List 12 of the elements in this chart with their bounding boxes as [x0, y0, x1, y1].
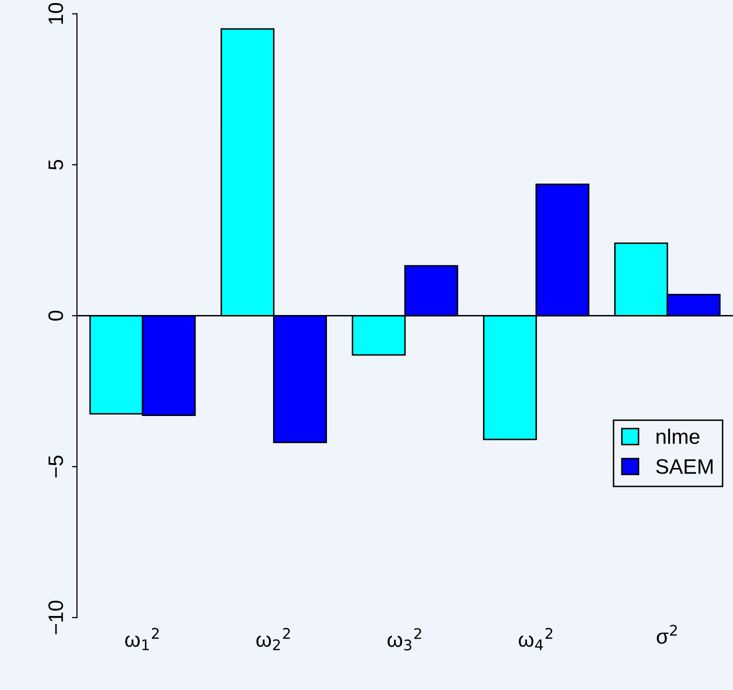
legend-label: SAEM — [656, 459, 713, 474]
x-tick-label: ω$_{2}$$^{2}$ — [256, 628, 290, 650]
x-tick-label: σ$^{2}$ — [656, 624, 677, 644]
y-tick-label: 5 — [48, 160, 64, 170]
x-tick-label: ω$_{4}$$^{2}$ — [518, 628, 552, 650]
legend-label: nlme — [656, 428, 700, 444]
y-tick-label: −10 — [48, 600, 64, 634]
x-tick-label: ω$_{3}$$^{2}$ — [388, 628, 422, 651]
x-tick-label: ω$_{1}$$^{2}$ — [125, 628, 159, 650]
y-tick-label: 10 — [48, 3, 64, 24]
y-tick-label: −5 — [48, 456, 64, 478]
y-tick-label: 0 — [48, 310, 64, 321]
